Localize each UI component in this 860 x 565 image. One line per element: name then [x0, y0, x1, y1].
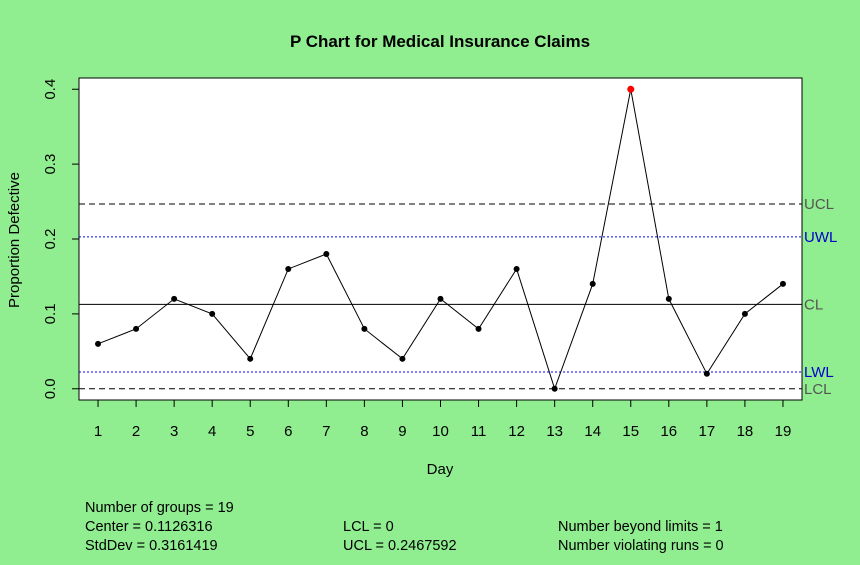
x-tick-label: 15	[622, 423, 639, 440]
stat-groups: Number of groups = 19	[85, 500, 234, 516]
y-tick-label: 0.3	[42, 154, 59, 175]
x-tick-label: 4	[208, 423, 216, 440]
x-tick-label: 3	[170, 423, 178, 440]
stats-right: Number beyond limits = 1 Number violatin…	[558, 518, 724, 556]
y-tick-label: 0.4	[42, 79, 59, 100]
data-point	[361, 325, 368, 332]
x-axis-label: Day	[427, 461, 454, 478]
plot-area	[78, 77, 803, 401]
p-chart: P Chart for Medical Insurance Claims UCL…	[6, 32, 837, 478]
y-axis-label: Proportion Defective	[6, 172, 23, 308]
data-point	[323, 250, 330, 257]
x-tick-label: 13	[546, 423, 563, 440]
x-tick-label: 11	[471, 423, 487, 440]
x-tick-label: 7	[322, 423, 330, 440]
data-point	[95, 340, 102, 347]
x-tick-label: 6	[284, 423, 292, 440]
cl-label: CL	[804, 296, 823, 313]
data-point	[551, 385, 558, 392]
data-point	[513, 265, 520, 272]
chart-title: P Chart for Medical Insurance Claims	[290, 32, 590, 51]
x-tick-label: 5	[246, 423, 254, 440]
x-tick-label: 19	[775, 423, 792, 440]
y-tick-label: 0.0	[42, 378, 59, 399]
data-point	[475, 325, 482, 332]
x-tick-label: 8	[360, 423, 368, 440]
ucl-label: UCL	[804, 196, 834, 213]
data-point	[779, 280, 786, 287]
stats-left: Number of groups = 19 Center = 0.1126316…	[85, 499, 234, 556]
data-point-violation	[627, 85, 635, 93]
x-tick-label: 18	[737, 423, 754, 440]
data-point	[247, 355, 254, 362]
data-point	[589, 280, 596, 287]
lwl-label: LWL	[804, 364, 834, 381]
x-tick-label: 17	[699, 423, 716, 440]
data-point	[171, 295, 178, 302]
x-tick-label: 14	[584, 423, 601, 440]
stat-ucl: UCL = 0.2467592	[343, 538, 457, 554]
data-point	[741, 310, 748, 317]
data-point	[133, 325, 140, 332]
x-tick-label: 12	[508, 423, 525, 440]
x-tick-label: 1	[94, 423, 102, 440]
stat-violating-runs: Number violating runs = 0	[558, 538, 724, 554]
y-tick-label: 0.1	[42, 303, 59, 324]
uwl-label: UWL	[804, 229, 837, 246]
stat-center: Center = 0.1126316	[85, 519, 213, 535]
stat-beyond-limits: Number beyond limits = 1	[558, 519, 723, 535]
data-point	[665, 295, 672, 302]
x-tick-label: 2	[132, 423, 140, 440]
stat-lcl: LCL = 0	[343, 519, 394, 535]
x-tick-label: 9	[398, 423, 406, 440]
lcl-label: LCL	[804, 381, 832, 398]
data-point	[285, 265, 292, 272]
y-tick-label: 0.2	[42, 229, 59, 250]
x-tick-label: 16	[660, 423, 677, 440]
data-point	[437, 295, 444, 302]
stats-middle: LCL = 0 UCL = 0.2467592	[343, 518, 457, 556]
data-point	[703, 370, 710, 377]
data-point	[399, 355, 406, 362]
x-tick-label: 10	[432, 423, 449, 440]
data-point	[209, 310, 216, 317]
stat-stddev: StdDev = 0.3161419	[85, 538, 218, 554]
